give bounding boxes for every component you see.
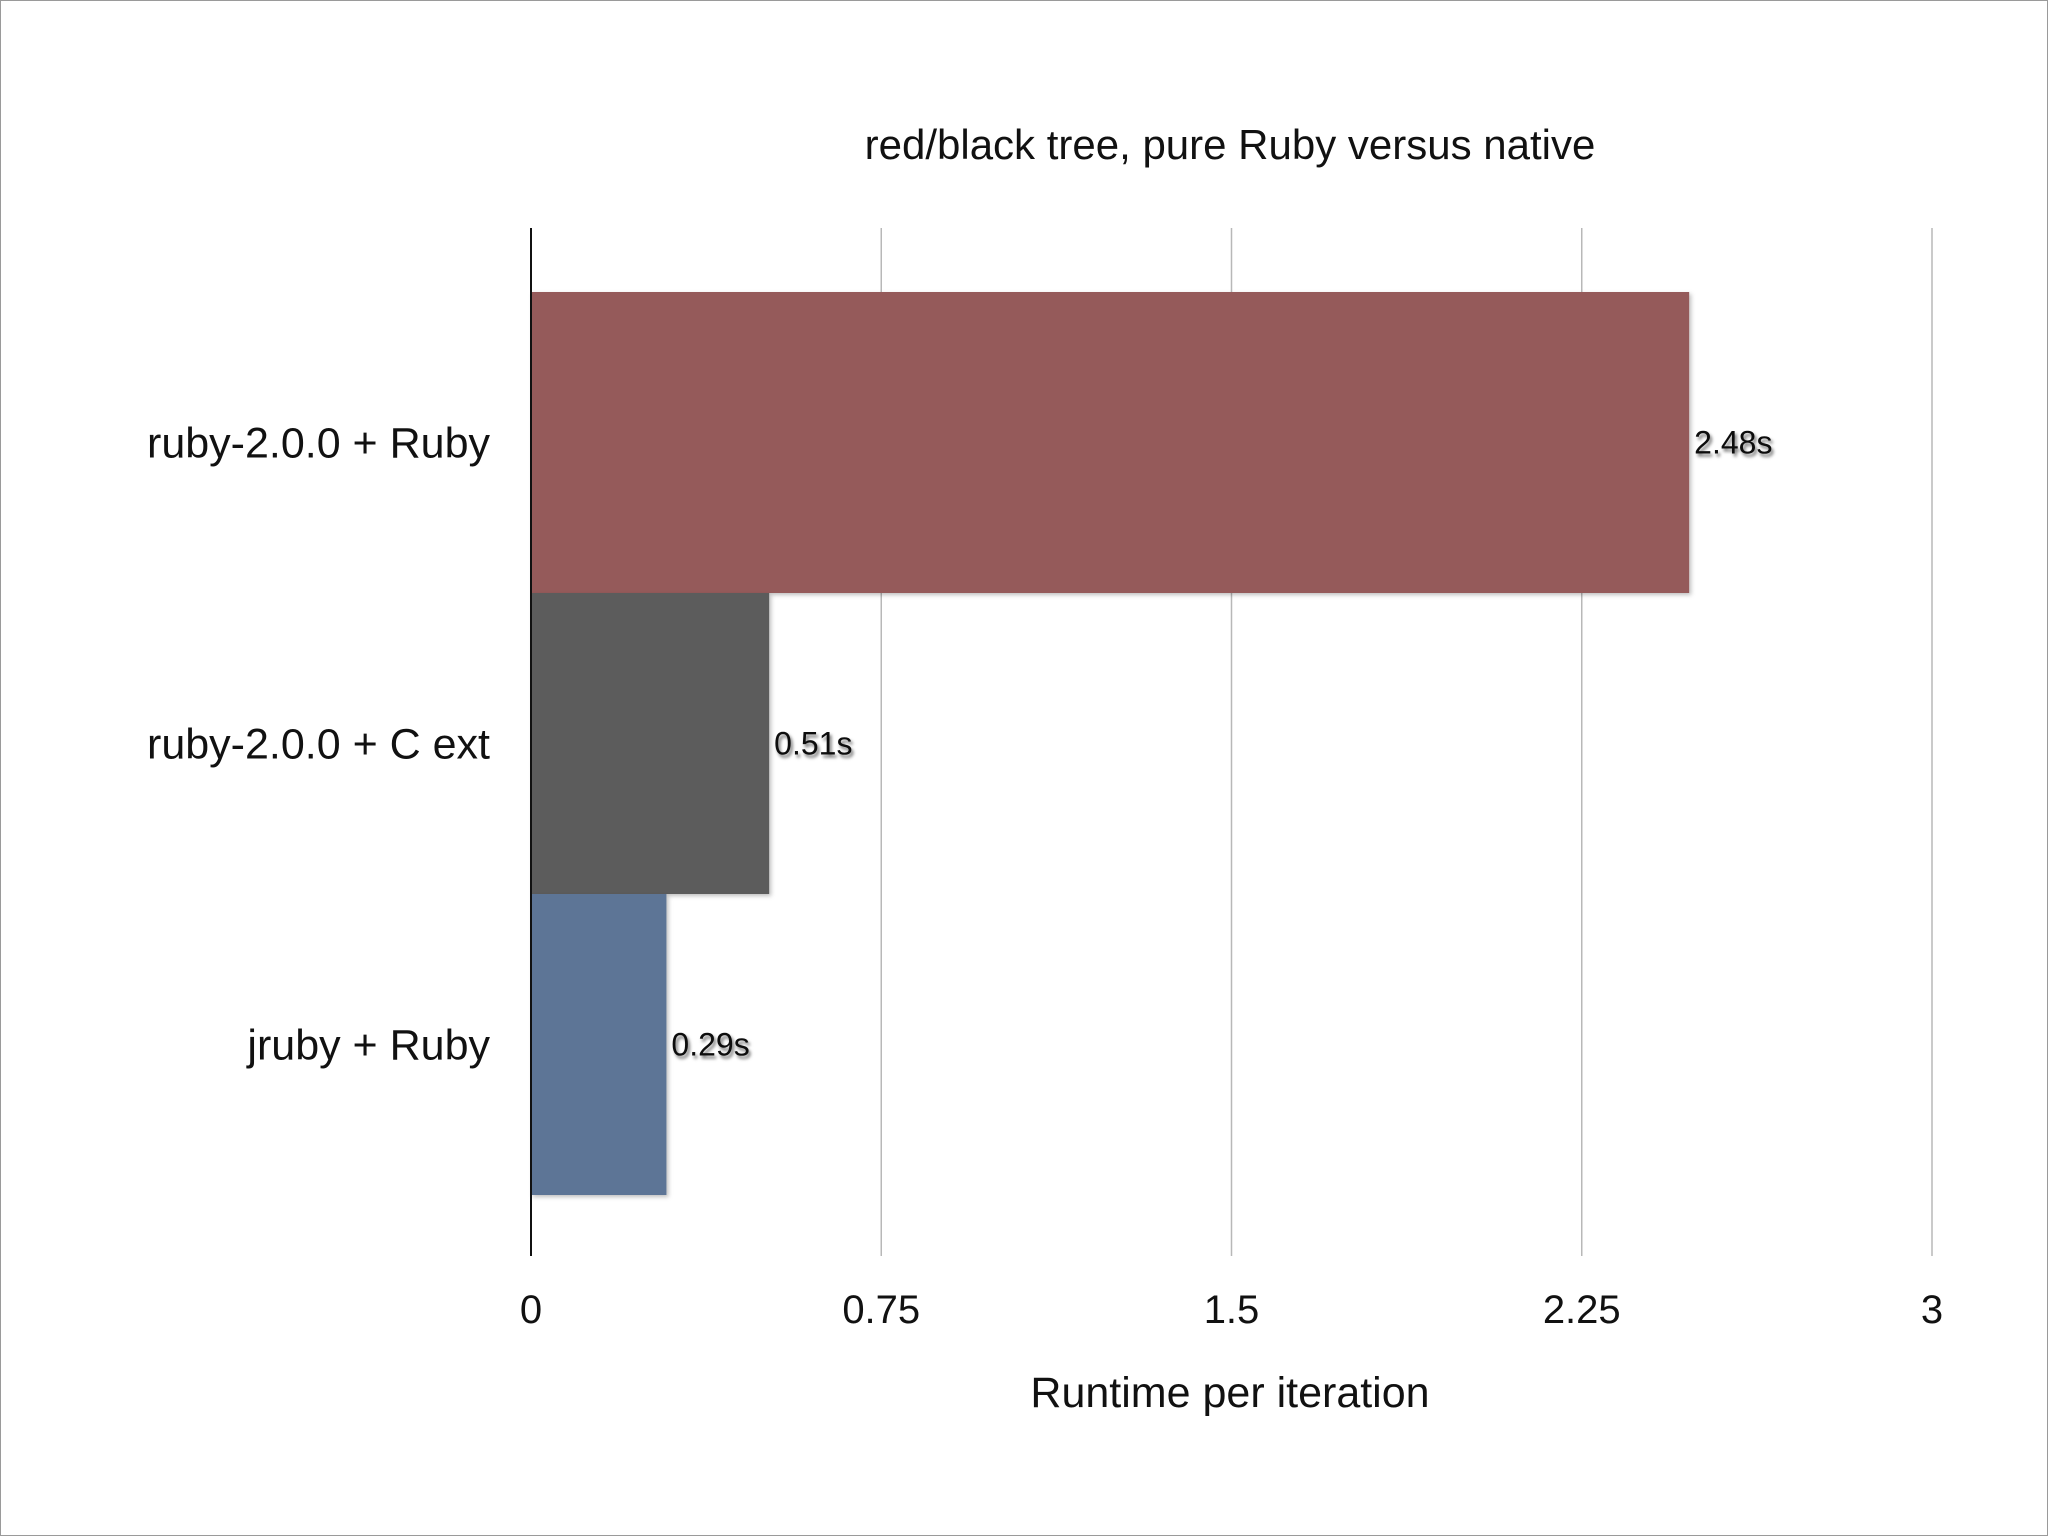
- data-labels: 2.48s 0.51s 0.29s: [671, 425, 1772, 1063]
- bar: [531, 593, 770, 894]
- bar: [531, 894, 667, 1195]
- x-tick-label: 3: [1921, 1288, 1943, 1332]
- category-label: ruby-2.0.0 + C ext: [147, 721, 490, 769]
- bars: [531, 292, 1690, 1195]
- x-tick-label: 1.5: [1204, 1288, 1260, 1332]
- bar: [531, 292, 1690, 593]
- data-label: 0.29s: [671, 1027, 749, 1063]
- x-tick-label: 0: [520, 1288, 542, 1332]
- x-tick-labels: 0 0.75 1.5 2.25 3: [520, 1288, 1943, 1332]
- x-tick-label: 0.75: [842, 1288, 920, 1332]
- data-label: 0.51s: [774, 726, 852, 762]
- category-label: ruby-2.0.0 + Ruby: [147, 420, 490, 468]
- x-tick-label: 2.25: [1543, 1288, 1621, 1332]
- category-labels: ruby-2.0.0 + Ruby ruby-2.0.0 + C ext jruby…: [147, 420, 490, 1070]
- x-axis-title: Runtime per iteration: [1030, 1369, 1429, 1417]
- data-label: 2.48s: [1694, 425, 1772, 461]
- category-label: jruby + Ruby: [245, 1022, 490, 1070]
- chart-title: red/black tree, pure Ruby versus native: [865, 121, 1596, 168]
